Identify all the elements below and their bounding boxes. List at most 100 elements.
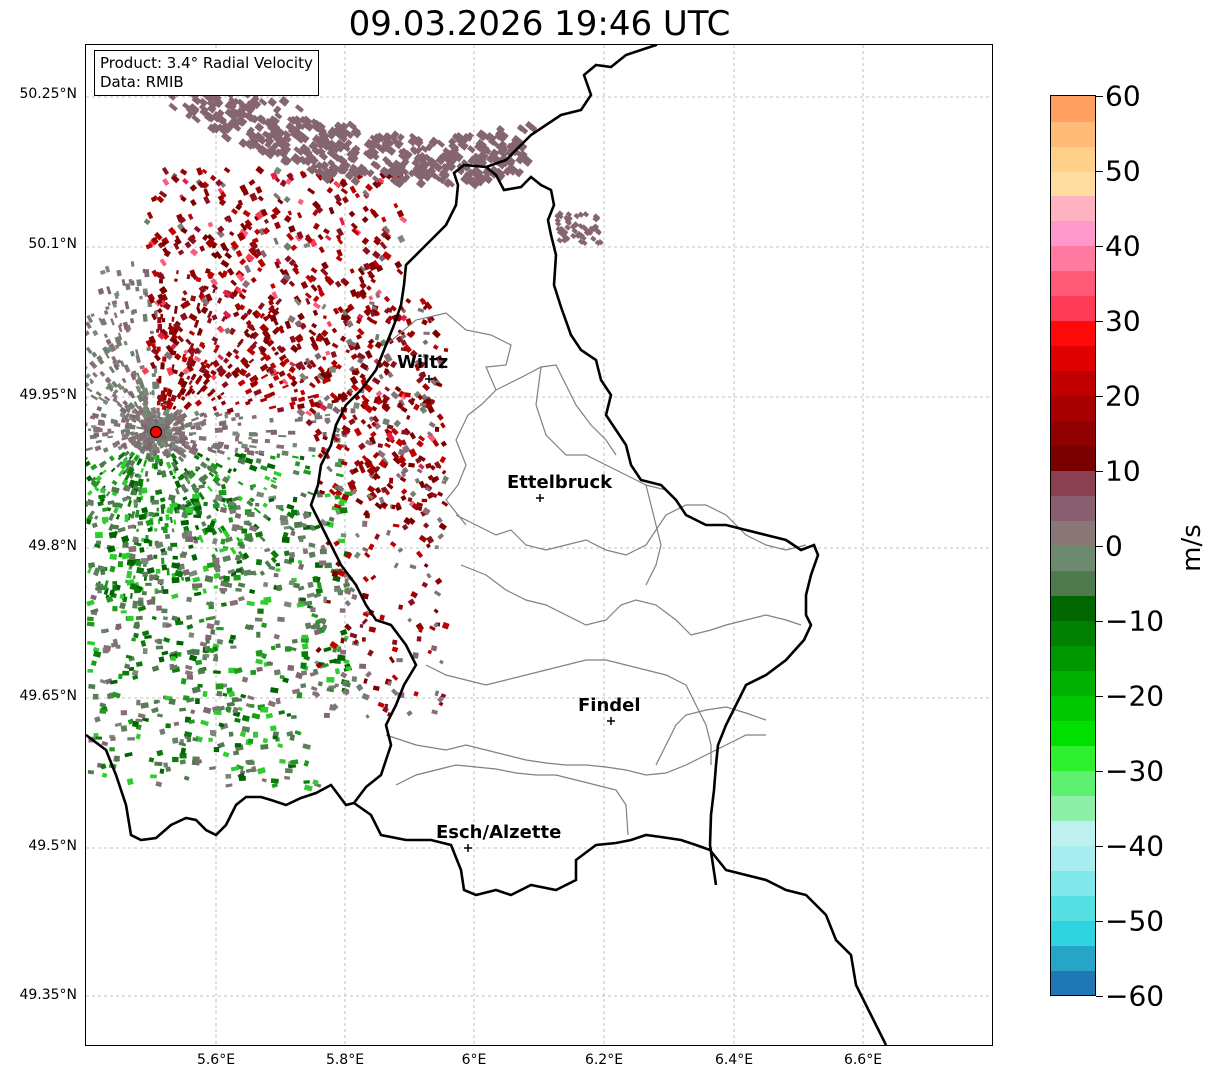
radar-echo (365, 670, 372, 678)
radar-echo (310, 686, 318, 692)
radar-echo (196, 327, 202, 336)
radar-echo (268, 497, 275, 503)
radar-echo (148, 511, 154, 517)
radar-echo (390, 391, 400, 400)
radar-echo (370, 278, 377, 284)
radar-echo (155, 589, 164, 594)
radar-echo (246, 600, 255, 607)
radar-echo (311, 200, 321, 210)
radar-echo (179, 503, 186, 511)
radar-echo (381, 397, 389, 404)
radar-echo (389, 541, 397, 548)
radar-echo (306, 166, 316, 175)
radar-echo (232, 706, 239, 714)
radar-echo (362, 637, 366, 642)
radar-echo (254, 617, 263, 622)
radar-echo (248, 624, 255, 631)
colorbar-band (1051, 545, 1095, 572)
radar-echo (300, 492, 307, 498)
radar-echo (429, 315, 435, 322)
radar-echo (557, 210, 564, 217)
radar-echo (120, 463, 127, 471)
radar-echo (272, 735, 278, 740)
radar-echo (246, 308, 253, 315)
radar-echo (132, 600, 138, 609)
radar-echo (205, 527, 213, 533)
radar-echo (263, 218, 270, 225)
radar-echo (194, 465, 200, 471)
radar-echo (106, 286, 112, 295)
radar-echo (137, 521, 144, 526)
radar-echo (97, 565, 106, 571)
radar-echo (117, 526, 126, 533)
radar-echo (292, 155, 300, 163)
border-france-germany (708, 849, 888, 1045)
colorbar-band (1051, 495, 1095, 522)
radar-echo (151, 390, 155, 396)
radar-echo (97, 357, 105, 365)
radar-echo (296, 408, 306, 417)
radar-echo (337, 486, 345, 492)
map-frame[interactable]: Wiltz Ettelbruck Findel Esch/Alzette (85, 44, 993, 1046)
radar-echo (238, 458, 246, 465)
radar-echo (210, 729, 216, 735)
radar-echo (423, 563, 429, 568)
radar-echo (433, 608, 439, 614)
radar-echo (108, 365, 116, 374)
radar-echo (229, 634, 237, 640)
radar-echo (319, 403, 328, 412)
radar-echo (241, 676, 249, 683)
city-label-findel: Findel (578, 695, 641, 716)
radar-echo (160, 328, 169, 336)
radar-echo (360, 167, 370, 177)
radar-echo (516, 124, 525, 132)
radar-echo (94, 543, 101, 549)
radar-echo (137, 478, 144, 487)
radar-echo (166, 506, 175, 515)
radar-echo (251, 712, 261, 720)
radar-echo (126, 559, 136, 567)
radar-echo (326, 186, 334, 194)
radar-echo (216, 297, 223, 304)
radar-echo (159, 443, 164, 449)
radar-echo (111, 392, 118, 399)
radar-echo (462, 133, 472, 142)
radar-echo (401, 429, 409, 436)
colorbar-band (1051, 620, 1095, 646)
radar-echo (136, 410, 143, 417)
radar-echo (334, 683, 339, 688)
radar-echo (597, 239, 604, 246)
radar-echo (291, 638, 298, 644)
radar-echo (228, 327, 236, 336)
radar-echo (268, 304, 275, 312)
radar-echo (321, 446, 326, 452)
radar-echo (350, 222, 358, 230)
radar-echo (418, 371, 426, 380)
radar-echo (174, 420, 182, 427)
radar-echo (380, 230, 388, 238)
radar-echo (86, 387, 93, 393)
colorbar-tick-label: −30 (1105, 754, 1165, 788)
radar-echo (248, 432, 257, 437)
radar-echo (269, 362, 277, 370)
radar-echo (196, 452, 204, 458)
radar-echo (192, 576, 201, 583)
radar-echo (208, 615, 216, 621)
radar-echo (170, 440, 176, 445)
radar-echo (282, 130, 292, 139)
radar-echo (368, 543, 375, 551)
radar-echo (397, 401, 404, 409)
radar-echo (97, 500, 104, 507)
radar-echo (438, 522, 448, 531)
radar-echo (95, 736, 103, 740)
radar-echo (349, 375, 359, 386)
radar-echo (363, 509, 370, 517)
radar-echo (319, 370, 329, 380)
radar-echo (468, 177, 481, 190)
radar-echo (150, 706, 159, 714)
radar-echo (169, 502, 178, 509)
radar-echo (308, 274, 317, 283)
radar-echo (410, 146, 419, 156)
radar-echo (96, 405, 103, 412)
radar-echo (248, 332, 256, 339)
